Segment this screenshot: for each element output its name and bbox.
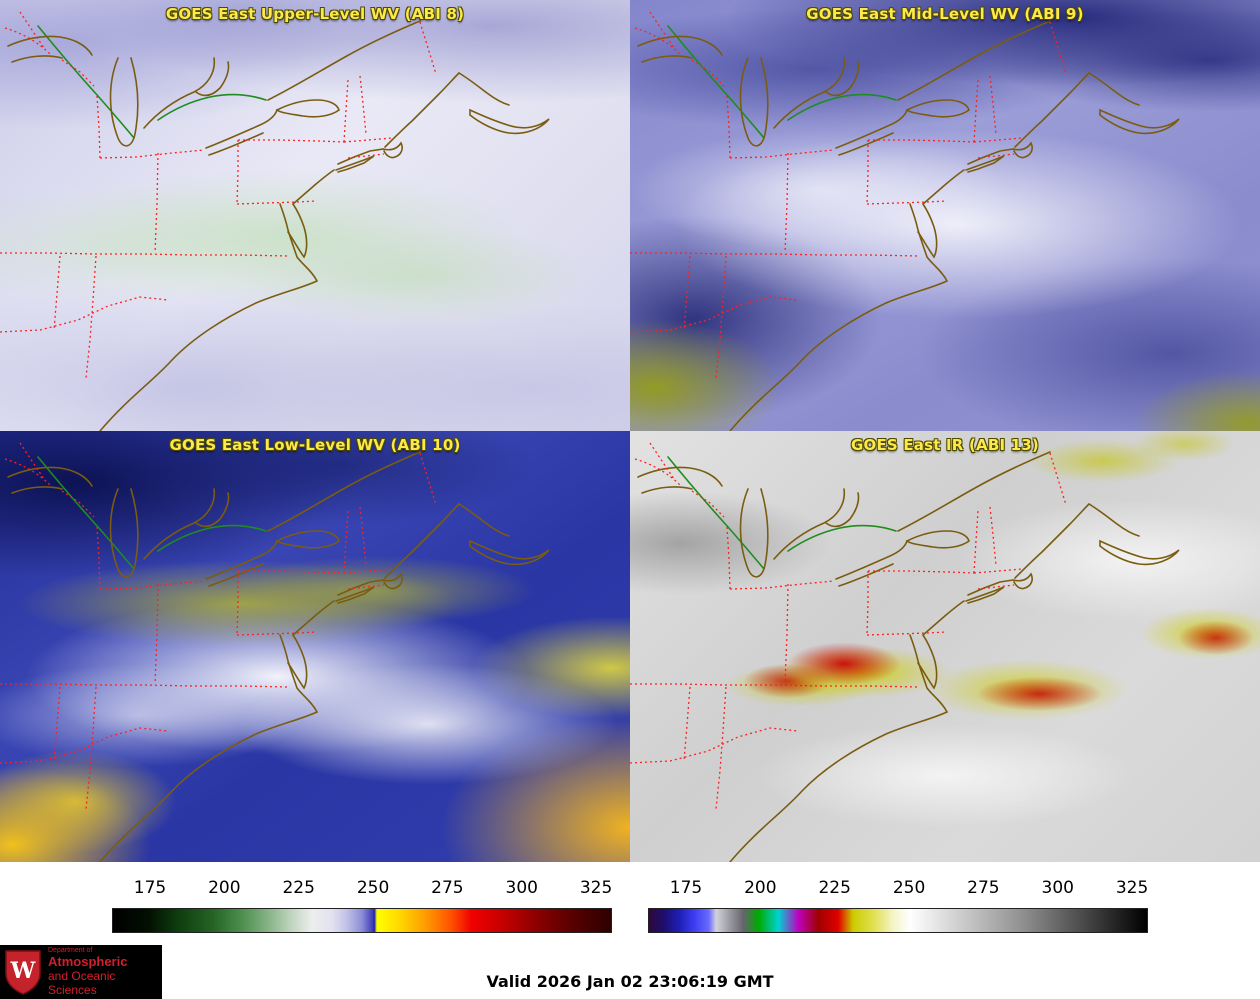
colorbar-tick-label: 300 [505,878,538,898]
colorbar-tick-label: 325 [1115,878,1149,898]
map-overlay [0,11,550,431]
upper-level-wv-imagery [0,0,630,431]
panel-title-abi10: GOES East Low-Level WV (ABI 10) [169,436,461,454]
panel-low-level-wv: GOES East Low-Level WV (ABI 10) [0,431,630,862]
ir-imagery [630,431,1260,862]
map-overlay [630,11,1180,431]
colorbar-tick-label: 225 [282,878,315,898]
uw-crest-icon: W [5,950,41,995]
colorbar-tick-label: 250 [356,878,390,898]
colorbar-tick-label: 200 [208,878,241,898]
water-vapor-colorbar: 175 200 225 250 275 300 325 [112,862,612,942]
colorbar-tick-label: 325 [579,878,613,898]
ir-colorbar: 175 200 225 250 275 300 325 [648,862,1148,942]
colorbar-tick-label: 300 [1041,878,1074,898]
ir-colorbar-gradient [648,908,1148,933]
aos-logo-text: Department of Atmospheric and Oceanic Sc… [48,947,162,997]
panel-ir: GOES East IR (ABI 13) [630,431,1260,862]
water-vapor-colorbar-gradient [112,908,612,933]
map-overlay [630,442,1180,862]
panel-title-abi9: GOES East Mid-Level WV (ABI 9) [806,5,1084,23]
panel-upper-level-wv: GOES East Upper-Level WV (ABI 8) [0,0,630,431]
mid-level-wv-imagery [630,0,1260,431]
ir-colorbar-labels: 175 200 225 250 275 300 325 [648,878,1149,900]
logo-line1-label: Atmospheric [48,954,128,969]
map-overlay [0,442,550,862]
satellite-quad: GOES East Upper-Level WV (ABI 8) GOES Ea… [0,0,1260,862]
crest-letter: W [10,958,36,984]
logo-dept-label: Department of [48,947,93,954]
colorbar-tick-label: 175 [133,878,167,898]
footer: 175 200 225 250 275 300 325 175 200 225 250 275 300… [0,862,1260,999]
valid-time-label: Valid 2026 Jan 02 23:06:19 GMT [486,972,774,991]
colorbar-tick-label: 275 [431,878,464,898]
colorbar-tick-label: 225 [818,878,851,898]
colorbar-tick-label: 275 [967,878,1000,898]
colorbar-tick-label: 250 [892,878,926,898]
panel-mid-level-wv: GOES East Mid-Level WV (ABI 9) [630,0,1260,431]
colorbar-tick-label: 200 [744,878,777,898]
panel-title-abi8: GOES East Upper-Level WV (ABI 8) [165,5,465,23]
panel-title-abi13: GOES East IR (ABI 13) [850,436,1039,454]
colorbar-tick-label: 175 [669,878,703,898]
water-vapor-colorbar-labels: 175 200 225 250 275 300 325 [112,878,613,900]
aos-logo: W Department of Atmospheric and Oceanic … [0,945,162,999]
logo-line2-label: and Oceanic Sciences [48,969,116,997]
low-level-wv-imagery [0,431,630,862]
